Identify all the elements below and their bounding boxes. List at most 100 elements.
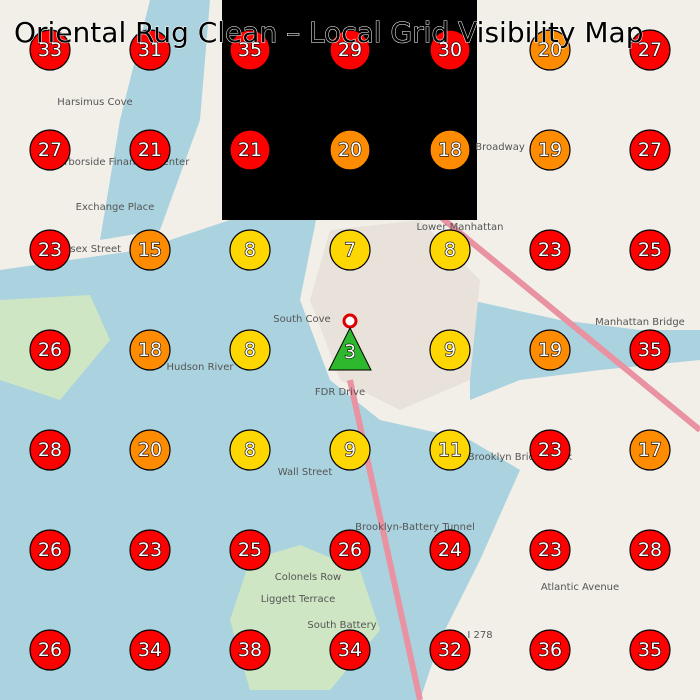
rank-label: 26: [38, 339, 62, 361]
rank-marker: [29, 29, 71, 71]
rank-label: 7: [344, 239, 356, 261]
rank-label: 35: [638, 639, 662, 661]
map-label: Manhattan Bridge: [595, 317, 685, 328]
map-label: I 278: [467, 630, 492, 641]
rank-marker: [429, 429, 471, 471]
rank-label: 38: [238, 639, 262, 661]
rank-marker: [529, 129, 571, 171]
rank-marker: [129, 629, 171, 671]
rank-label: 19: [538, 339, 562, 361]
map-label: Brooklyn Bridge Park: [468, 452, 573, 463]
rank-marker: [629, 129, 671, 171]
map-label: Exchange Place: [76, 202, 155, 213]
rank-marker: [629, 529, 671, 571]
map-label: Brooklyn-Battery Tunnel: [355, 522, 475, 533]
rank-marker: [129, 429, 171, 471]
rank-label: 31: [138, 39, 162, 61]
rank-label: 8: [244, 239, 256, 261]
rank-label: 21: [238, 139, 262, 161]
rank-label: 25: [638, 239, 662, 261]
title: Oriental Rug Clean – Local Grid Visibili…: [14, 16, 643, 49]
rank-marker: [329, 29, 371, 71]
rank-label: 23: [538, 439, 562, 461]
rank-label: 23: [138, 539, 162, 561]
rank-label: 21: [138, 139, 162, 161]
rank-label: 17: [638, 439, 662, 461]
rank-label: 34: [138, 639, 162, 661]
map-label: Broadway: [475, 142, 525, 153]
rank-label: 20: [338, 139, 362, 161]
rank-label: 25: [238, 539, 262, 561]
rank-marker: [429, 529, 471, 571]
map-label: South Cove: [273, 314, 330, 325]
rank-label: 26: [38, 639, 62, 661]
map-label: South Battery: [307, 620, 376, 631]
map-label: Liggett Terrace: [261, 594, 336, 605]
rank-marker: [29, 129, 71, 171]
rank-marker: [129, 129, 171, 171]
rank-marker: [529, 629, 571, 671]
rank-marker: [229, 629, 271, 671]
rank-marker: [29, 429, 71, 471]
rank-label: 28: [38, 439, 62, 461]
rank-label: 26: [338, 539, 362, 561]
rank-marker: [629, 629, 671, 671]
rank-marker: [229, 529, 271, 571]
rank-label: 9: [444, 339, 456, 361]
rank-label: 28: [638, 539, 662, 561]
rank-label: 19: [538, 139, 562, 161]
rank-label: 30: [438, 39, 462, 61]
rank-label: 35: [638, 339, 662, 361]
rank-marker: [29, 629, 71, 671]
water: [100, 0, 210, 240]
rank-label: 20: [538, 39, 562, 61]
rank-marker: [329, 429, 371, 471]
map-label: Essex Street: [59, 244, 121, 255]
rank-marker: [229, 129, 271, 171]
rank-marker: [29, 529, 71, 571]
origin-pin: [342, 313, 358, 329]
rank-label: 9: [344, 439, 356, 461]
rank-marker: [429, 329, 471, 371]
rank-marker: [529, 429, 571, 471]
rank-label: 23: [538, 539, 562, 561]
map-label: Atlantic Avenue: [541, 582, 619, 593]
rank-marker: [29, 229, 71, 271]
rank-label: 11: [438, 439, 462, 461]
rank-marker: [429, 129, 471, 171]
rank-marker: [129, 229, 171, 271]
rank-marker: [129, 29, 171, 71]
rank-marker: [329, 229, 371, 271]
rank-marker: [529, 529, 571, 571]
rank-label: 8: [244, 439, 256, 461]
rank-marker: [229, 329, 271, 371]
rank-label: 35: [238, 39, 262, 61]
rank-label: 15: [138, 239, 162, 261]
rank-marker: [29, 329, 71, 371]
rank-label: 3: [344, 341, 356, 363]
map-label: Harsimus Cove: [57, 97, 132, 108]
map-label: Colonels Row: [275, 572, 341, 583]
rank-label: 20: [138, 439, 162, 461]
rank-marker: [529, 29, 571, 71]
rank-label: 24: [438, 539, 462, 561]
rank-label: 34: [338, 639, 362, 661]
origin-marker: [328, 326, 372, 371]
rank-label: 18: [438, 139, 462, 161]
map-label: Wall Street: [278, 467, 333, 478]
map-label: Harborside Financial Center: [51, 157, 191, 168]
rank-label: 26: [38, 539, 62, 561]
rank-label: 23: [538, 239, 562, 261]
rank-marker: [329, 529, 371, 571]
rank-marker: [629, 29, 671, 71]
rank-label: 23: [38, 239, 62, 261]
rank-marker: [229, 229, 271, 271]
water: [470, 300, 700, 400]
rank-label: 29: [338, 39, 362, 61]
rank-marker: [429, 629, 471, 671]
rank-label: 32: [438, 639, 462, 661]
map-label: FDR Drive: [315, 387, 365, 398]
map-label: Lower Manhattan: [416, 222, 503, 233]
rank-marker: [629, 229, 671, 271]
